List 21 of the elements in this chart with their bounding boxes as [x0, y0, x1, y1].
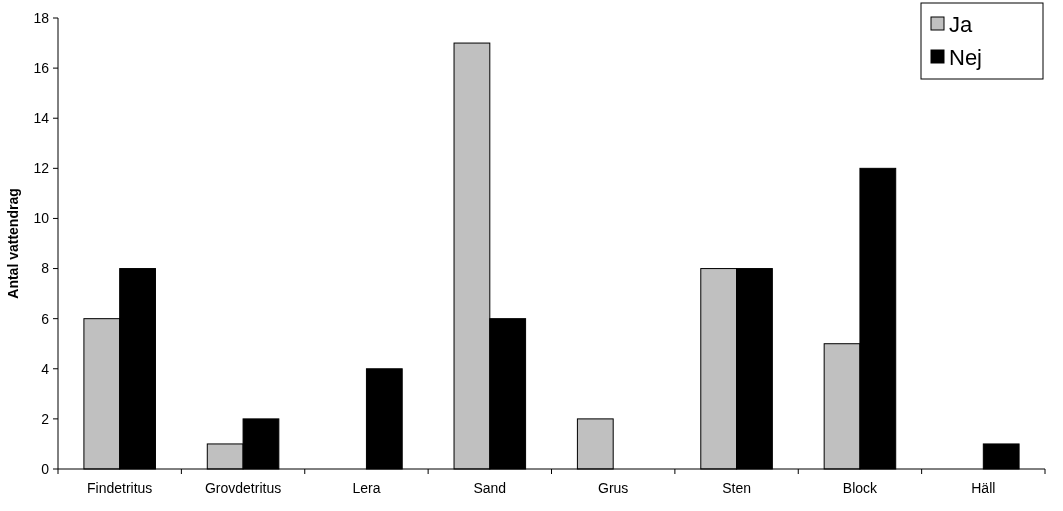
- x-tick-label: Grovdetritus: [204, 480, 282, 496]
- y-tick-label: 4: [41, 360, 50, 377]
- x-tick-label: Block: [842, 480, 879, 496]
- y-tick-label: 10: [33, 210, 50, 227]
- y-tick-label: 6: [41, 310, 50, 327]
- legend-label: Nej: [949, 44, 983, 70]
- y-tick-label: 18: [33, 9, 50, 26]
- x-tick-label: Sten: [722, 480, 751, 496]
- y-axis-title: Antal vattendrag: [5, 188, 21, 299]
- y-tick-label: 8: [41, 260, 50, 277]
- legend-label: Ja: [949, 11, 973, 37]
- y-tick-label: 0: [41, 460, 50, 477]
- y-tick-label: 14: [33, 110, 50, 127]
- y-tick-label: 2: [41, 410, 50, 427]
- x-tick-label: Grus: [598, 480, 629, 496]
- x-tick-label: Findetritus: [87, 480, 153, 496]
- y-tick-label: 12: [33, 160, 50, 177]
- x-tick-label: Lera: [352, 480, 381, 496]
- y-tick-label: 16: [33, 60, 50, 77]
- x-tick-label: Sand: [473, 480, 507, 496]
- x-tick-label: Häll: [971, 480, 996, 496]
